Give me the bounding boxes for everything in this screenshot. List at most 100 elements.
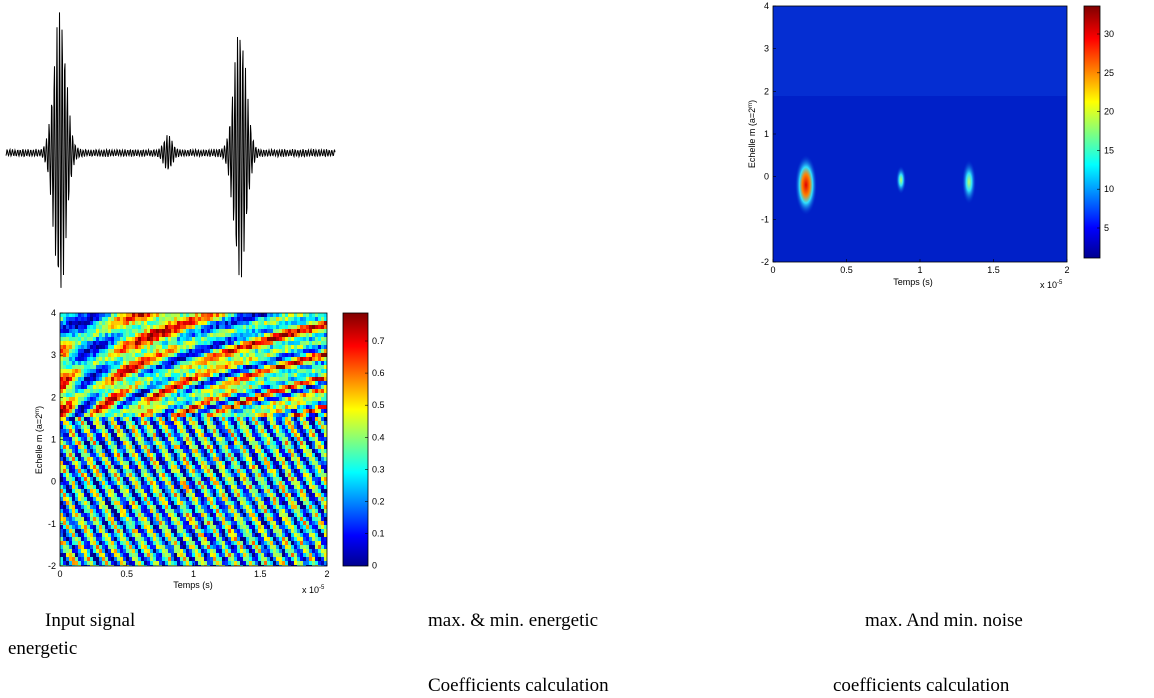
texture-cell	[123, 329, 127, 334]
texture-cell	[192, 485, 196, 490]
texture-cell	[246, 393, 250, 398]
texture-cell	[219, 333, 223, 338]
texture-cell	[90, 473, 94, 478]
texture-cell	[144, 521, 148, 526]
energy-spot	[795, 155, 817, 215]
texture-cell	[120, 453, 124, 458]
texture-cell	[270, 493, 274, 498]
texture-cell	[135, 405, 139, 410]
texture-cell	[111, 417, 115, 422]
texture-cell	[105, 473, 109, 478]
texture-cell	[69, 389, 73, 394]
texture-cell	[75, 397, 79, 402]
texture-cell	[78, 413, 82, 418]
texture-cell	[132, 501, 136, 506]
texture-cell	[183, 417, 187, 422]
texture-cell	[264, 493, 268, 498]
texture-cell	[90, 333, 94, 338]
texture-cell	[249, 321, 253, 326]
texture-cell	[168, 449, 172, 454]
texture-cell	[135, 509, 139, 514]
texture-cell	[87, 317, 91, 322]
texture-cell	[222, 433, 226, 438]
texture-cell	[144, 501, 148, 506]
texture-cell	[123, 385, 127, 390]
texture-cell	[204, 465, 208, 470]
texture-cell	[294, 397, 298, 402]
texture-cell	[198, 481, 202, 486]
texture-cell	[315, 477, 319, 482]
texture-cell	[234, 445, 238, 450]
texture-cell	[132, 521, 136, 526]
texture-cell	[258, 325, 262, 330]
texture-cell	[144, 369, 148, 374]
texture-cell	[231, 449, 235, 454]
texture-cell	[282, 473, 286, 478]
texture-cell	[291, 393, 295, 398]
texture-cell	[219, 393, 223, 398]
texture-cell	[180, 381, 184, 386]
texture-cell	[300, 477, 304, 482]
texture-cell	[180, 509, 184, 514]
texture-cell	[87, 509, 91, 514]
texture-cell	[306, 405, 310, 410]
texture-cell	[84, 445, 88, 450]
texture-cell	[102, 313, 106, 318]
texture-cell	[144, 469, 148, 474]
texture-cell	[210, 341, 214, 346]
texture-cell	[303, 437, 307, 442]
texture-cell	[69, 497, 73, 502]
texture-cell	[264, 425, 268, 430]
texture-cell	[318, 473, 322, 478]
texture-cell	[183, 525, 187, 530]
texture-cell	[60, 349, 64, 354]
texture-cell	[321, 345, 325, 350]
texture-cell	[186, 457, 190, 462]
texture-cell	[324, 365, 327, 370]
texture-cell	[78, 513, 82, 518]
texture-cell	[285, 505, 289, 510]
texture-cell	[129, 373, 133, 378]
texture-cell	[90, 433, 94, 438]
texture-cell	[264, 461, 268, 466]
texture-cell	[246, 365, 250, 370]
texture-cell	[123, 481, 127, 486]
texture-cell	[282, 513, 286, 518]
texture-cell	[114, 521, 118, 526]
texture-cell	[147, 361, 151, 366]
texture-cell	[195, 353, 199, 358]
texture-cell	[162, 477, 166, 482]
texture-cell	[219, 521, 223, 526]
texture-cell	[219, 357, 223, 362]
texture-cell	[117, 509, 121, 514]
texture-cell	[135, 505, 139, 510]
texture-cell	[141, 473, 145, 478]
texture-cell	[156, 345, 160, 350]
texture-cell	[111, 513, 115, 518]
texture-cell	[219, 517, 223, 522]
texture-cell	[288, 409, 292, 414]
texture-cell	[63, 469, 67, 474]
texture-cell	[66, 409, 70, 414]
texture-cell	[273, 377, 277, 382]
texture-cell	[264, 365, 268, 370]
texture-cell	[129, 397, 133, 402]
texture-cell	[60, 357, 64, 362]
texture-cell	[90, 485, 94, 490]
texture-cell	[198, 425, 202, 430]
texture-cell	[225, 381, 229, 386]
texture-cell	[210, 437, 214, 442]
texture-cell	[78, 325, 82, 330]
texture-cell	[315, 381, 319, 386]
texture-cell	[189, 469, 193, 474]
texture-cell	[105, 529, 109, 534]
texture-cell	[75, 393, 79, 398]
texture-cell	[129, 461, 133, 466]
texture-cell	[252, 381, 256, 386]
texture-cell	[270, 317, 274, 322]
texture-cell	[273, 405, 277, 410]
texture-cell	[276, 333, 280, 338]
texture-cell	[240, 473, 244, 478]
texture-cell	[117, 393, 121, 398]
texture-cell	[324, 481, 327, 486]
